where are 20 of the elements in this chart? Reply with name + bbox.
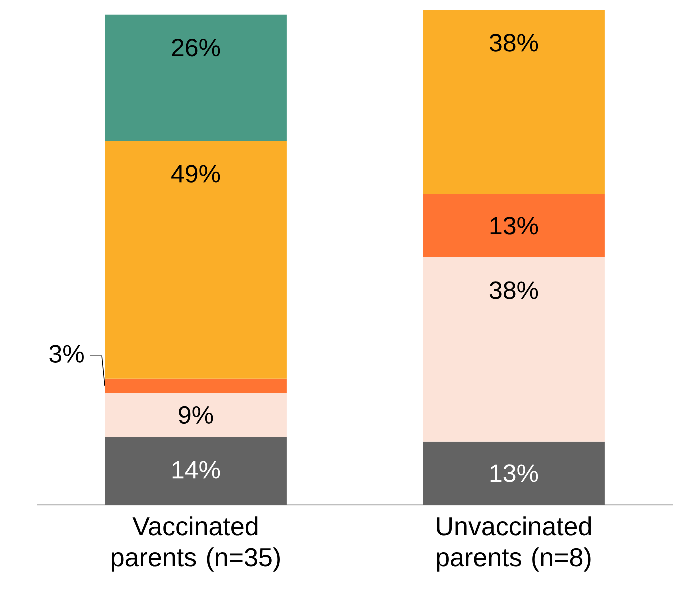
bar xyxy=(105,141,287,379)
data-label: 49% xyxy=(172,165,220,183)
data-label: 38% xyxy=(490,282,538,300)
x-tick-label: Unvaccinated parents (n=8) xyxy=(437,516,592,572)
data-label: 14% xyxy=(172,461,220,479)
data-label: 3% xyxy=(50,345,84,363)
bar xyxy=(105,378,287,394)
bar xyxy=(423,194,605,258)
x-tick-label: Vaccinated parents (n=35) xyxy=(112,516,280,572)
data-label: 9% xyxy=(179,406,214,424)
bar xyxy=(105,437,287,505)
data-label: 13% xyxy=(490,217,538,235)
bar xyxy=(105,393,287,438)
data-label: 26% xyxy=(172,38,220,57)
bar xyxy=(423,10,605,194)
data-label: 38% xyxy=(490,34,538,52)
bar xyxy=(105,14,287,142)
bar xyxy=(423,257,605,442)
bar xyxy=(423,442,605,505)
data-label: 13% xyxy=(490,464,538,482)
